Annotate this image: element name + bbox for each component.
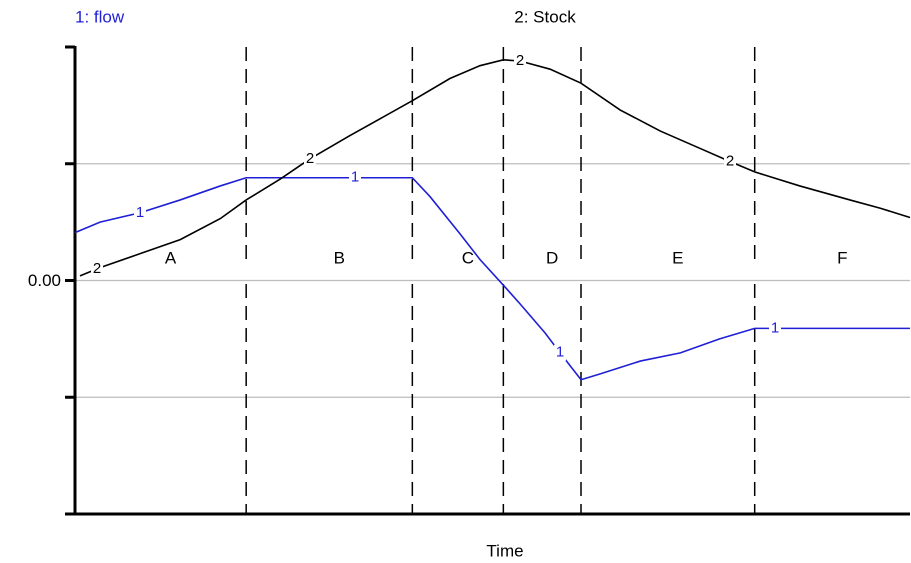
marker-bg — [724, 153, 736, 170]
series-line — [79, 59, 911, 277]
series-marker: 1 — [556, 344, 564, 361]
legend-entry: 2: Stock — [514, 7, 576, 26]
series-marker: 1 — [136, 204, 144, 221]
phase-label: E — [672, 248, 683, 267]
phase-label: D — [546, 248, 558, 267]
x-axis-label: Time — [486, 541, 523, 560]
phase-label: A — [165, 248, 177, 267]
series-line — [74, 176, 910, 381]
marker-bg — [769, 320, 781, 337]
marker-bg — [91, 260, 103, 277]
legend-entry: 1: flow — [75, 7, 125, 26]
marker-bg — [514, 53, 526, 70]
series-marker: 1 — [351, 169, 359, 186]
series-marker: 2 — [93, 260, 101, 277]
y-tick-label: 0.00 — [28, 271, 61, 290]
marker-bg — [304, 150, 316, 167]
phase-label: F — [837, 248, 847, 267]
phase-label: C — [462, 248, 474, 267]
series-marker: 2 — [726, 153, 734, 170]
marker-bg — [349, 169, 361, 186]
marker-bg — [134, 204, 146, 221]
series-marker: 2 — [516, 52, 524, 69]
series-marker: 2 — [306, 150, 314, 167]
marker-bg — [554, 344, 566, 361]
series-marker: 1 — [771, 319, 779, 336]
phase-label: B — [334, 248, 345, 267]
